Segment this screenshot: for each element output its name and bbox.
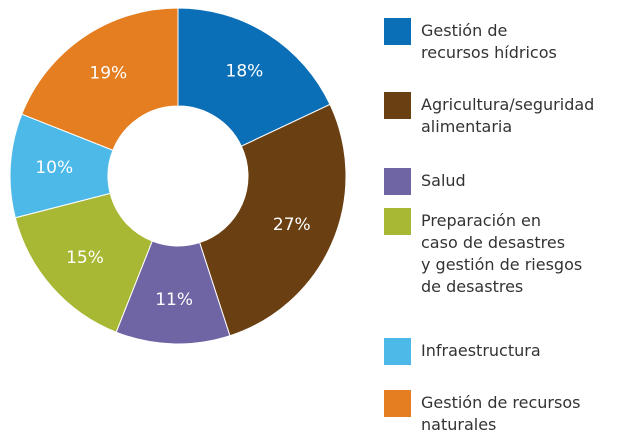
legend-item: Gestión de recursos hídricos bbox=[384, 18, 557, 64]
slice-label: 27% bbox=[273, 215, 311, 235]
legend-swatch bbox=[384, 390, 411, 417]
slice-label: 19% bbox=[89, 63, 127, 83]
slice-label: 11% bbox=[155, 290, 193, 310]
legend-label: Salud bbox=[421, 171, 466, 190]
legend-swatch bbox=[384, 18, 411, 45]
slice-label: 18% bbox=[226, 61, 264, 81]
legend-swatch bbox=[384, 208, 411, 235]
slice-label: 10% bbox=[35, 158, 73, 178]
legend-swatch bbox=[384, 92, 411, 119]
legend-label: Gestión de recursos hídricos bbox=[421, 21, 557, 62]
legend-item: Agricultura/seguridad alimentaria bbox=[384, 92, 594, 138]
slice bbox=[14, 192, 153, 333]
legend-label: Infraestructura bbox=[421, 341, 541, 360]
legend-label: Gestión de recursos naturales bbox=[421, 393, 581, 434]
legend-swatch bbox=[384, 338, 411, 365]
legend-label: Preparación en caso de desastres y gesti… bbox=[421, 211, 583, 296]
slice bbox=[21, 7, 179, 151]
donut: 18% 27% 11% 15% 10% 19% bbox=[9, 7, 347, 345]
slice bbox=[199, 103, 347, 337]
legend-item: Infraestructura bbox=[384, 338, 541, 365]
legend-item: Preparación en caso de desastres y gesti… bbox=[384, 208, 582, 298]
legend-swatch bbox=[384, 168, 411, 195]
legend-label: Agricultura/seguridad alimentaria bbox=[421, 95, 595, 136]
slice bbox=[177, 7, 331, 147]
legend-item: Gestión de recursos naturales bbox=[384, 390, 580, 436]
legend-item: Salud bbox=[384, 168, 466, 195]
slice-label: 15% bbox=[66, 248, 104, 268]
